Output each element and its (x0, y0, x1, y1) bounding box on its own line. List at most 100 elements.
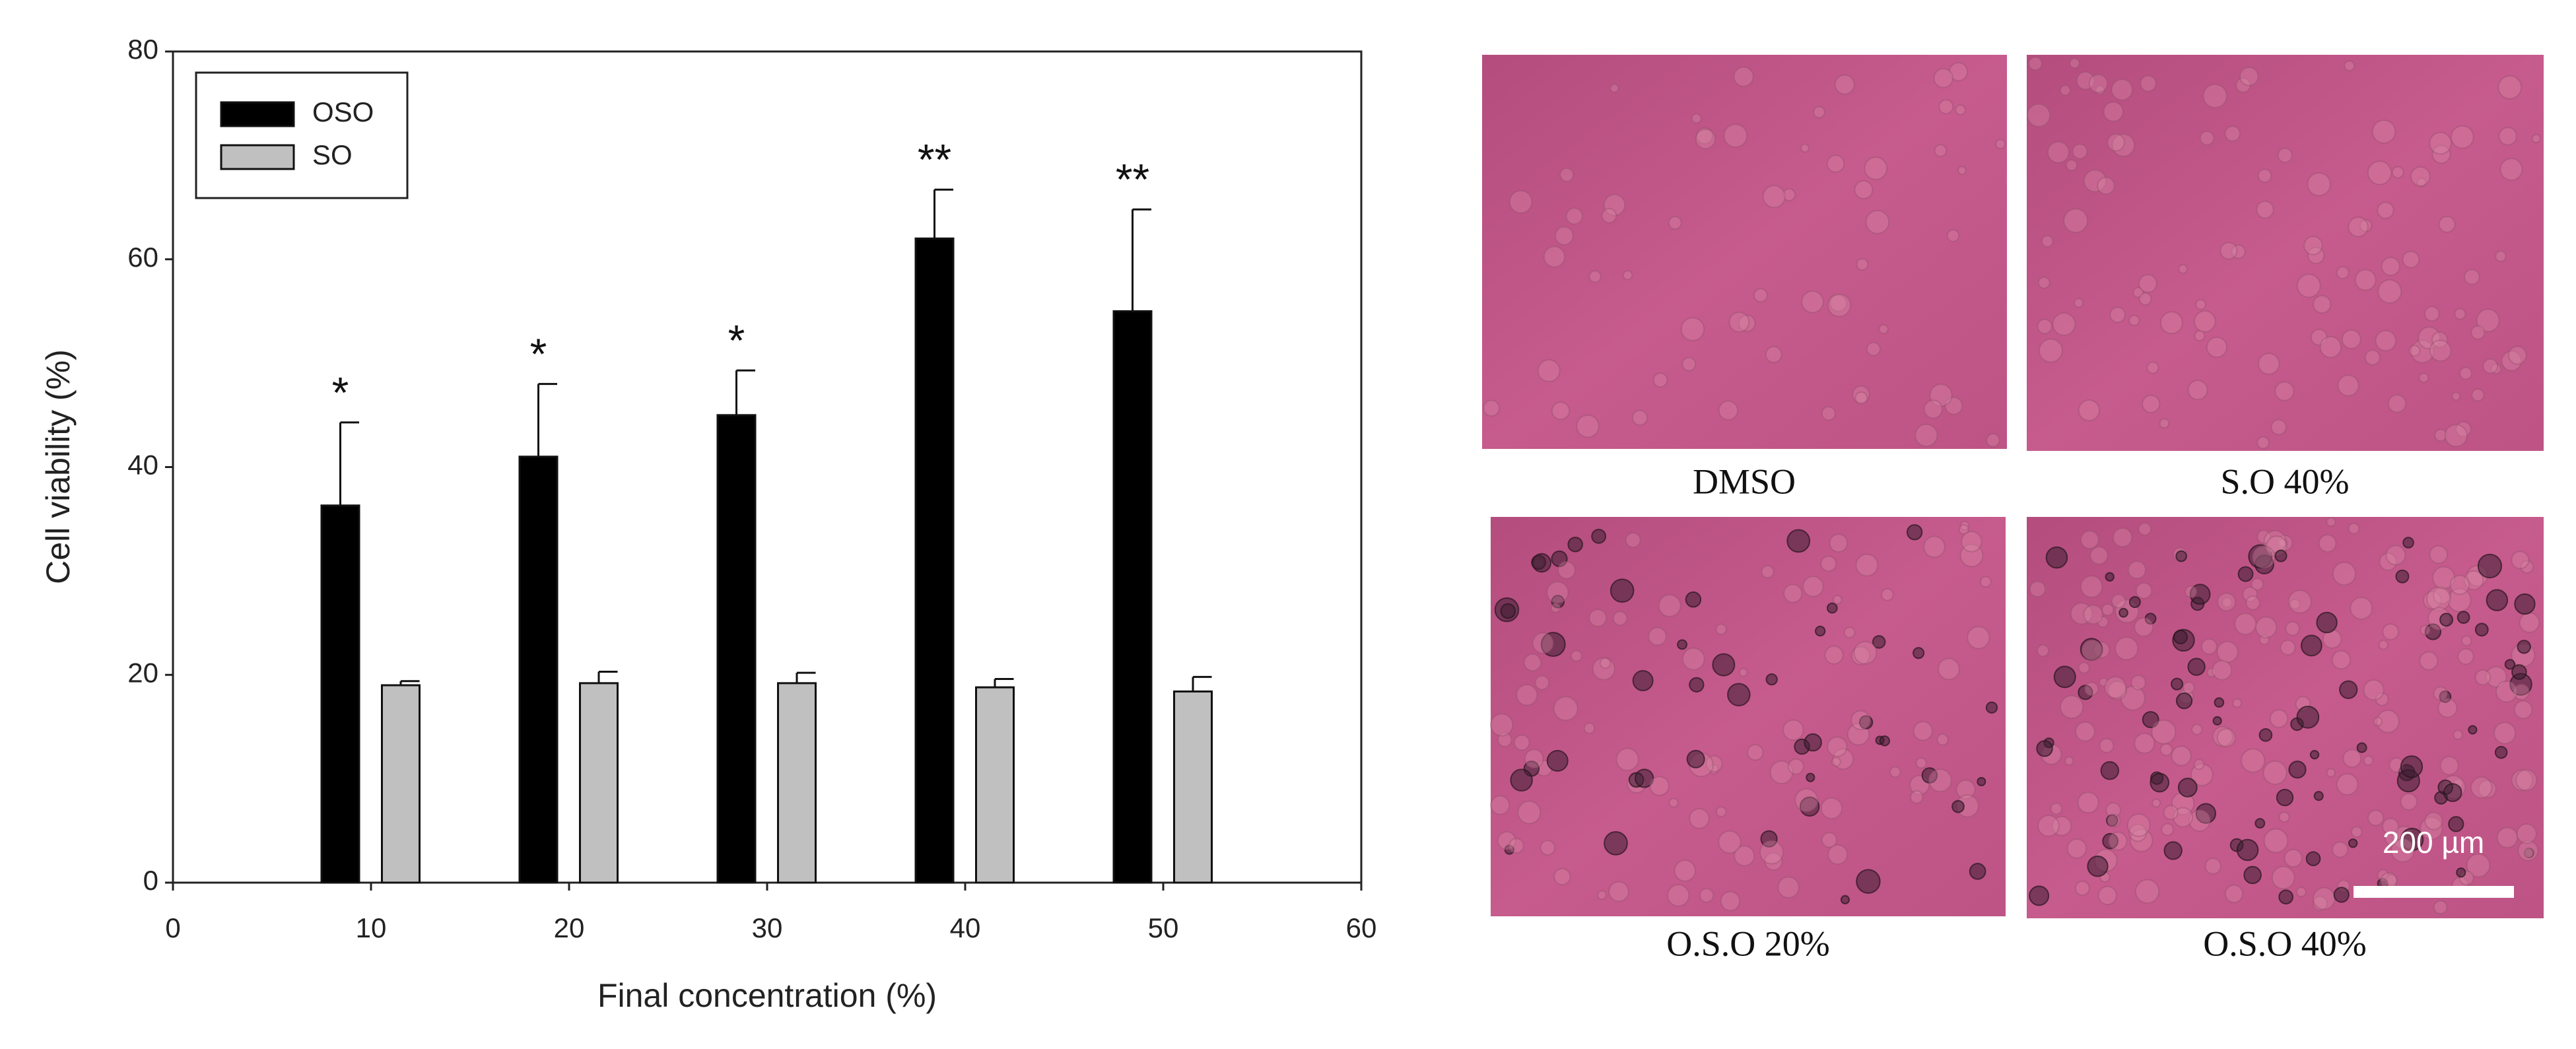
cell (2367, 809, 2385, 827)
bar (518, 456, 559, 884)
cell (2460, 635, 2472, 646)
cell (2319, 336, 2342, 358)
cell (1923, 399, 1943, 419)
cell (2494, 745, 2508, 759)
cell (2243, 865, 2262, 885)
cell (2029, 580, 2046, 597)
cell (2289, 598, 2301, 610)
cell (1516, 684, 1538, 706)
y-tick-label: 40 (127, 450, 158, 481)
cell (2493, 722, 2517, 745)
cell (1599, 657, 1611, 669)
cell (1537, 358, 1561, 383)
scale-bar (2354, 886, 2514, 898)
cell (1592, 657, 1615, 681)
cell (2101, 603, 2115, 617)
cell (2429, 339, 2452, 362)
cell (2507, 345, 2527, 365)
cell (1497, 830, 1516, 850)
x-tick-label: 10 (356, 912, 387, 943)
cell (2296, 705, 2320, 729)
cell (1933, 68, 1954, 88)
cell (2097, 616, 2109, 628)
cell (2163, 841, 2183, 860)
cell (2053, 665, 2076, 689)
cell (2076, 71, 2095, 90)
cell (2379, 553, 2398, 571)
cell (2064, 756, 2074, 766)
cell (2089, 546, 2109, 565)
cell (2144, 613, 2157, 625)
cell (2234, 613, 2257, 636)
cell (1622, 270, 1633, 281)
cell (1534, 675, 1550, 691)
cell (2470, 776, 2493, 799)
cell (1490, 713, 1514, 737)
cell (2438, 215, 2456, 233)
cell (1610, 578, 1635, 603)
cell (2410, 166, 2431, 187)
panel-label: DMSO (1693, 461, 1796, 501)
cell (1804, 733, 1822, 752)
cell (1799, 796, 1820, 817)
cell (1764, 852, 1783, 871)
cell (2221, 597, 2233, 608)
cell (1915, 757, 1927, 769)
cell (1979, 576, 1992, 588)
y-tick-label: 60 (127, 242, 158, 273)
cell (1699, 888, 1714, 903)
cell (2464, 269, 2480, 285)
cell (2236, 838, 2259, 862)
cell (2113, 527, 2133, 548)
cell (2257, 168, 2272, 184)
cell (2459, 366, 2473, 380)
cell (2087, 855, 2109, 877)
x-tick-label: 40 (950, 912, 981, 943)
cell (1718, 400, 1739, 421)
cell (1720, 891, 1741, 912)
cell (1955, 104, 1966, 116)
cell (2342, 749, 2362, 768)
cell (1865, 209, 1890, 234)
cell (2285, 621, 2300, 636)
cell (2248, 544, 2273, 569)
cell (2081, 639, 2103, 661)
cell (2251, 578, 2264, 591)
cell (1915, 423, 1938, 447)
cell (1559, 167, 1575, 182)
cell (2276, 534, 2293, 551)
cell (1588, 270, 1602, 283)
cell (1866, 341, 1881, 356)
cell (2420, 817, 2443, 840)
bar (1173, 690, 1213, 884)
cell (2278, 889, 2293, 905)
cell (2497, 75, 2523, 100)
cell (1872, 635, 1886, 649)
cell (1850, 710, 1871, 731)
cell (1923, 535, 1946, 558)
cell (1576, 414, 1600, 438)
cell (2161, 823, 2175, 836)
cell (2028, 56, 2043, 71)
error-bar (597, 671, 618, 683)
cell (1955, 779, 1976, 799)
cell (2190, 763, 2214, 786)
cell (1483, 399, 1501, 417)
cell (2332, 561, 2357, 586)
cell (2235, 77, 2251, 93)
cell (1583, 722, 1596, 734)
cell (1497, 732, 1512, 747)
bar (716, 414, 757, 884)
cell (2400, 793, 2418, 811)
cell (1782, 187, 1796, 202)
legend-swatch (220, 144, 295, 170)
cell (1610, 83, 1619, 93)
cell (2514, 593, 2536, 615)
cell (2047, 141, 2070, 164)
cell (2523, 848, 2534, 858)
cell (1961, 531, 1983, 553)
cell (2437, 698, 2458, 718)
cell (1727, 683, 1751, 706)
cell (2382, 623, 2400, 640)
cell (2212, 726, 2233, 747)
